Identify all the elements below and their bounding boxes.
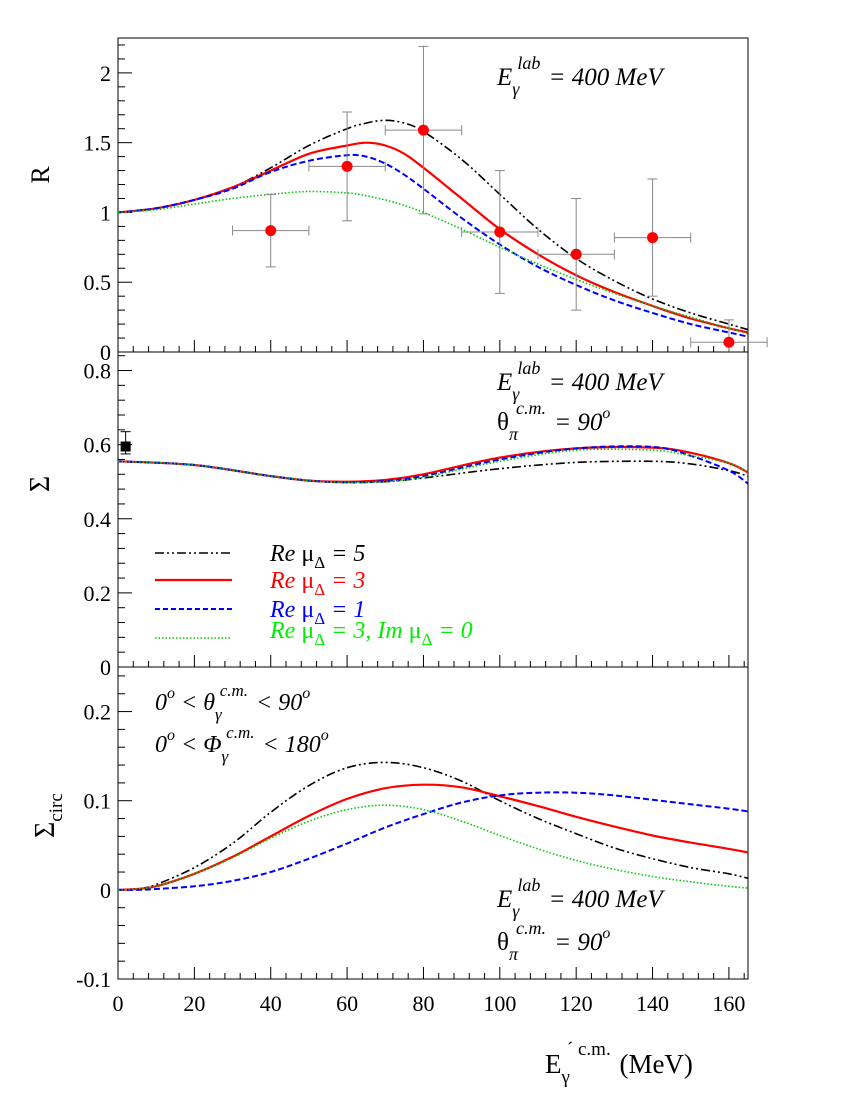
panel-r-y-ticks: 0 0.5 1 1.5 2: [84, 44, 132, 365]
panel-r-curves: [117, 119, 749, 338]
panel-sigma-circ-frame: [117, 666, 749, 980]
x-axis-label: Eγ´ c.m. (MeV): [545, 1039, 693, 1088]
panel-sigma-circ-annotation-2: θπc.m. = 90o: [497, 918, 610, 964]
y-tick-label: 0: [100, 655, 111, 680]
panel-sigma-annotation-2: θπc.m. = 90o: [497, 398, 610, 444]
curve-re-3: [117, 783, 749, 891]
y-tick-label: 1.5: [84, 131, 112, 156]
panel-sigma-circ-y-ticks: -0.1 0 0.1 0.2: [76, 675, 132, 992]
panel-sigma-circ: -0.100.10.2 0 20 40 60 80 100 120 140 160 Σcirc …: [30, 666, 749, 1088]
panel-sigma-circ-y-label: Σcirc: [30, 793, 67, 838]
curve-re-5: [117, 761, 749, 891]
y-tick-label: 0.2: [84, 700, 112, 725]
x-tick-label: 20: [183, 991, 205, 1016]
data-point-square: [120, 441, 131, 452]
legend-label-mu3-im0: Re μΔ = 3, Im μΔ = 0: [269, 618, 473, 649]
y-tick-label: 2: [100, 61, 111, 86]
x-tick-label: 160: [712, 991, 745, 1016]
y-tick-label: 0: [100, 340, 111, 365]
curve-re-1: [117, 791, 749, 891]
data-point: [417, 124, 429, 136]
y-tick-label: 0.6: [84, 433, 112, 458]
panel-sigma-circ-annotation: Eγlab = 400 MeV: [496, 875, 665, 921]
panel-sigma-y-label: Σ: [25, 476, 56, 492]
data-point: [570, 248, 582, 260]
y-tick-label: 0.1: [84, 789, 112, 814]
cut-phi-annotation: 0o < Φγc.m. < 180o: [155, 723, 329, 766]
data-point: [723, 336, 735, 348]
curve-re-1: [117, 153, 749, 338]
legend-label-mu5: Re μΔ = 5: [269, 541, 365, 572]
cut-theta-annotation: 0o < θγc.m. < 90o: [155, 681, 310, 724]
panel-sigma-x-ticks: [117, 655, 745, 667]
curve-re-1: [117, 445, 749, 485]
y-tick-label: 1: [100, 200, 111, 225]
panel-sigma-y-ticks: 0 0.2 0.4 0.6 0.8: [84, 355, 132, 680]
curve-re-3: [117, 445, 749, 483]
panel-sigma-circ-x-ticks: 0 20 40 60 80 100 120 140 160: [113, 967, 745, 1016]
curve-re-5: [117, 460, 749, 484]
panel-r-data-points: [232, 45, 768, 353]
data-point: [494, 226, 506, 238]
panel-sigma: 0 0.2 0.4 0.6 0.8 Σ Eγlab = 400 MeV θπc.m. =…: [25, 351, 749, 680]
legend-label-mu1: Re μΔ = 1: [269, 597, 365, 628]
data-point: [341, 160, 353, 172]
data-point: [265, 225, 277, 237]
y-tick-label: 0.2: [84, 581, 112, 606]
panel-sigma-data-points: [120, 431, 131, 455]
data-point: [647, 232, 659, 244]
y-tick-label: 0.4: [84, 507, 112, 532]
panel-r-y-label: R: [26, 166, 55, 184]
panel-sigma-annotation: Eγlab = 400 MeV: [496, 358, 665, 404]
x-tick-label: 100: [483, 991, 516, 1016]
y-tick-label: 0.5: [84, 270, 112, 295]
x-tick-label: 140: [636, 991, 669, 1016]
panel-r-x-ticks: [117, 340, 745, 352]
x-tick-label: 120: [560, 991, 593, 1016]
y-tick-label: 0: [100, 878, 111, 903]
curve-re-3-im-0: [117, 190, 749, 335]
panel-sigma-curves: [117, 445, 749, 485]
panel-sigma-circ-curves: [117, 761, 749, 891]
curve-re-3-im-0: [117, 804, 749, 891]
y-tick-label: -0.1: [76, 967, 111, 992]
legend: Re μΔ = 5 Re μΔ = 3 Re μΔ = 1 Re μΔ = 3,…: [155, 541, 473, 649]
legend-label-mu3: Re μΔ = 3: [269, 568, 365, 599]
x-tick-label: 0: [113, 991, 124, 1016]
x-tick-label: 60: [336, 991, 358, 1016]
y-tick-label: 0.8: [84, 359, 112, 384]
x-tick-label: 40: [260, 991, 282, 1016]
curve-re-5: [117, 119, 749, 331]
panel-r: 0 0.5 1 1.5 2 R Eγlab = 400 MeV: [26, 37, 768, 365]
panel-r-annotation: Eγlab = 400 MeV: [496, 53, 665, 99]
x-tick-label: 80: [412, 991, 434, 1016]
